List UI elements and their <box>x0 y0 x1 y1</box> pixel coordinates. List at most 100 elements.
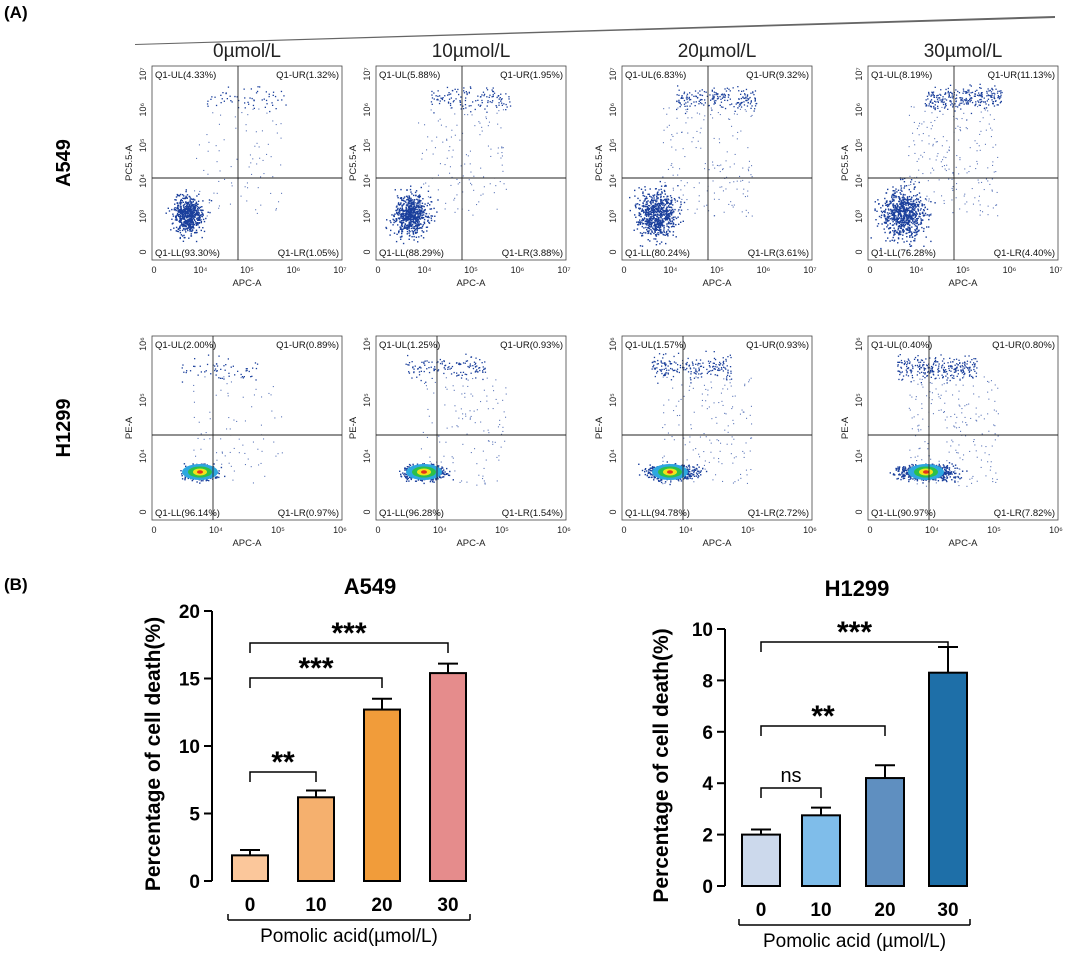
cell-event <box>934 138 936 140</box>
cell-event <box>911 232 913 235</box>
cell-event <box>406 215 409 218</box>
cell-event <box>215 374 217 376</box>
cell-event <box>966 92 968 94</box>
cell-event <box>189 210 191 212</box>
cell-event <box>903 187 905 189</box>
cell-event <box>393 215 395 218</box>
cell-event <box>930 99 933 101</box>
cell-event <box>991 94 993 96</box>
cell-event <box>199 217 201 219</box>
cell-event <box>417 210 419 212</box>
cell-event <box>413 204 415 206</box>
cell-event <box>194 219 196 222</box>
cell-event <box>493 92 496 94</box>
cell-event <box>262 159 264 161</box>
cell-event <box>418 195 420 197</box>
cell-event <box>900 189 902 191</box>
cell-event <box>285 104 287 106</box>
cell-event <box>230 366 232 368</box>
cell-event <box>437 99 439 101</box>
cell-event <box>652 218 654 220</box>
cell-event <box>411 230 413 232</box>
cell-event <box>180 200 182 202</box>
cell-event <box>197 223 199 225</box>
cell-event <box>408 480 410 482</box>
cell-event <box>901 201 903 203</box>
cell-event <box>424 215 427 217</box>
cell-event <box>899 213 901 216</box>
cell-event <box>182 212 185 214</box>
cell-event <box>677 216 679 218</box>
cell-event <box>920 223 923 225</box>
cell-event <box>682 97 684 99</box>
cell-event <box>739 104 742 106</box>
cell-event <box>650 211 653 213</box>
cell-event <box>911 218 914 220</box>
cell-event <box>996 191 998 193</box>
cell-event <box>454 113 456 115</box>
cell-event <box>508 96 510 98</box>
cell-event <box>899 192 901 194</box>
cell-event <box>412 212 414 215</box>
cell-event <box>1000 90 1002 92</box>
cell-event <box>202 209 204 212</box>
cell-event <box>414 206 416 208</box>
cell-event <box>481 102 483 104</box>
y-tick-label: 10³ <box>138 210 148 223</box>
cell-event <box>179 210 181 212</box>
cell-event <box>739 108 741 110</box>
cell-event <box>506 106 508 108</box>
cell-event <box>895 195 897 197</box>
cell-event <box>214 477 217 479</box>
cell-event <box>944 93 946 95</box>
cell-event <box>470 111 472 113</box>
cell-event <box>943 202 945 204</box>
cell-event <box>473 189 475 191</box>
cell-event <box>417 195 419 198</box>
cell-event <box>283 95 285 97</box>
cell-event <box>991 87 993 90</box>
cell-event <box>995 171 997 173</box>
cell-event <box>686 97 688 99</box>
cell-event <box>484 108 486 110</box>
cell-event <box>639 232 642 234</box>
cell-event <box>403 210 406 212</box>
cell-event <box>989 89 991 92</box>
cell-event <box>646 218 649 221</box>
cell-event <box>492 87 494 89</box>
cell-event <box>974 104 976 107</box>
cell-event <box>255 388 257 390</box>
cell-event <box>653 199 655 201</box>
cell-event <box>467 114 469 116</box>
cell-event <box>409 230 411 233</box>
cell-event <box>948 92 950 94</box>
cell-event <box>918 181 920 184</box>
cell-event <box>414 191 417 194</box>
cell-event <box>256 212 258 214</box>
cell-event <box>945 105 947 107</box>
cell-event <box>672 218 675 220</box>
cell-event <box>183 197 185 200</box>
cell-event <box>651 214 653 216</box>
cell-event <box>739 175 741 177</box>
cell-event <box>195 223 198 226</box>
cell-event <box>415 195 417 197</box>
cell-event <box>914 231 916 234</box>
cell-event <box>679 212 681 215</box>
cell-event <box>917 209 920 211</box>
cell-event <box>646 221 648 223</box>
cell-event <box>400 209 402 211</box>
cell-event <box>639 221 641 223</box>
cell-event <box>893 231 895 233</box>
cell-event <box>909 226 911 229</box>
quadrant-ll-label: Q1-LL(93.30%) <box>155 248 220 259</box>
cell-event <box>174 199 176 201</box>
cell-event <box>665 199 667 201</box>
cell-event <box>672 189 674 191</box>
cell-event <box>892 190 895 192</box>
cell-event <box>172 213 174 215</box>
cell-event <box>881 223 883 225</box>
cell-event <box>237 370 239 372</box>
cell-event <box>416 229 418 231</box>
cell-event <box>260 424 262 426</box>
